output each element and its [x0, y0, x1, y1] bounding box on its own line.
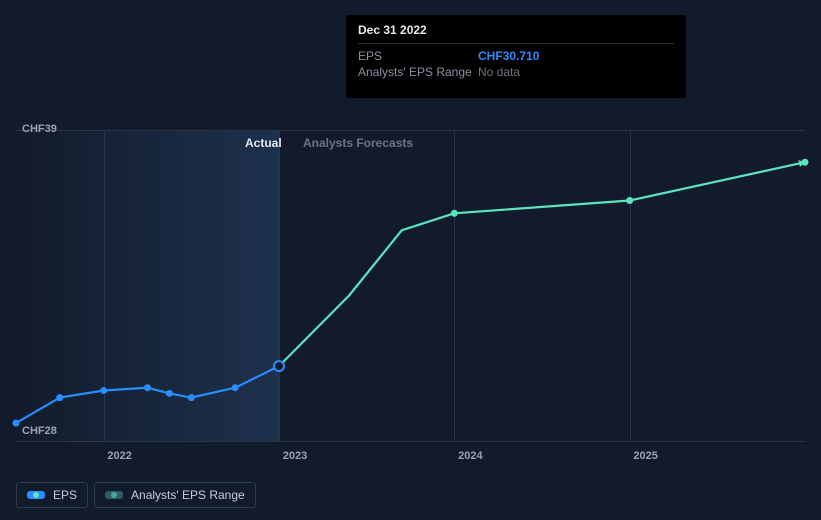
section-label-forecast: Analysts Forecasts [303, 136, 413, 150]
y-axis-label-bottom: CHF28 [22, 425, 57, 437]
tooltip-value-eps: CHF30.710 [478, 49, 539, 63]
chart-legend: EPS Analysts' EPS Range [16, 482, 256, 508]
x-axis-label: 2025 [633, 450, 657, 462]
section-label-actual: Actual [245, 136, 282, 150]
tooltip-date: Dec 31 2022 [358, 23, 674, 44]
legend-label-eps: EPS [53, 488, 77, 502]
eps-chart: CHF39 CHF28 Actual Analysts Forecasts 20… [16, 0, 805, 445]
tooltip-row-eps: EPS CHF30.710 [358, 48, 674, 64]
legend-swatch-range [105, 491, 123, 499]
y-axis-label-top: CHF39 [22, 123, 57, 135]
legend-swatch-eps [27, 491, 45, 499]
legend-item-range[interactable]: Analysts' EPS Range [94, 482, 256, 508]
tooltip-key-eps: EPS [358, 49, 478, 63]
x-axis-label: 2024 [458, 450, 482, 462]
tooltip-key-range: Analysts' EPS Range [358, 65, 478, 79]
x-axis-label: 2023 [283, 450, 307, 462]
legend-item-eps[interactable]: EPS [16, 482, 88, 508]
legend-label-range: Analysts' EPS Range [131, 488, 245, 502]
x-axis-label: 2022 [107, 450, 131, 462]
chart-tooltip: Dec 31 2022 EPS CHF30.710 Analysts' EPS … [346, 15, 686, 98]
chart-svg [16, 131, 805, 441]
plot-area[interactable] [16, 130, 805, 442]
tooltip-value-range: No data [478, 65, 520, 79]
tooltip-row-range: Analysts' EPS Range No data [358, 64, 674, 80]
